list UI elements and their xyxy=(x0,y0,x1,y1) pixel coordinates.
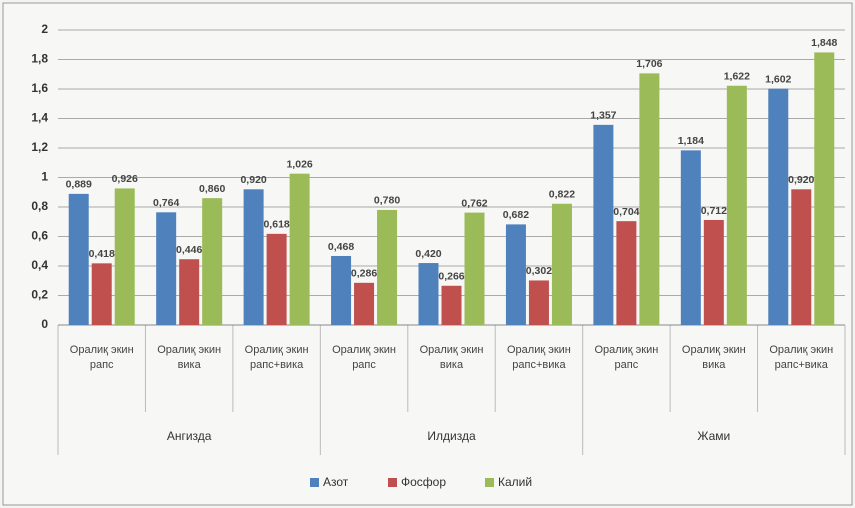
data-label: 0,762 xyxy=(461,197,487,209)
x-tick-label: Оралиқ экин вика xyxy=(419,344,484,371)
data-label: 0,618 xyxy=(263,219,289,231)
group-label: Жами xyxy=(697,429,730,443)
legend-label: Азот xyxy=(323,475,349,489)
bar xyxy=(616,221,637,325)
bar xyxy=(464,212,485,325)
bar xyxy=(814,52,835,326)
bar xyxy=(243,189,264,325)
group-label: Илдизда xyxy=(427,429,476,443)
y-tick-label: 0,8 xyxy=(31,199,48,213)
data-label: 1,602 xyxy=(765,73,791,85)
data-label: 0,286 xyxy=(351,268,377,280)
x-tick-label: Оралиқ экин вика xyxy=(681,344,746,371)
group-label: Ангизда xyxy=(167,429,212,443)
data-label: 1,026 xyxy=(286,158,312,170)
data-label: 1,184 xyxy=(678,135,704,147)
data-label: 0,704 xyxy=(613,206,639,218)
data-label: 1,848 xyxy=(811,37,837,49)
data-label: 0,420 xyxy=(415,248,441,260)
bar xyxy=(593,124,614,325)
data-label: 0,302 xyxy=(526,265,552,277)
bar xyxy=(68,193,89,325)
data-label: 0,682 xyxy=(503,209,529,221)
bar xyxy=(791,189,812,325)
bar xyxy=(91,263,112,325)
bar xyxy=(639,73,660,326)
bar xyxy=(703,219,724,325)
data-label: 0,712 xyxy=(701,205,727,217)
y-tick-label: 1,2 xyxy=(31,140,48,154)
data-label: 0,920 xyxy=(788,174,814,186)
data-label: 0,889 xyxy=(66,179,92,191)
bar xyxy=(551,203,572,325)
bar xyxy=(202,198,223,325)
bar xyxy=(418,263,439,325)
y-tick-label: 0,2 xyxy=(31,288,48,302)
y-tick-label: 0 xyxy=(41,317,48,331)
bar xyxy=(354,282,375,325)
data-label: 0,860 xyxy=(199,183,225,195)
bar xyxy=(266,233,287,325)
y-tick-label: 1,8 xyxy=(31,52,48,66)
data-label: 0,822 xyxy=(549,189,575,201)
x-tick-label: Оралиқ экин вика xyxy=(157,344,222,371)
data-label: 0,446 xyxy=(176,244,202,256)
x-tick-label: Оралиқ экин рапс xyxy=(332,344,396,371)
legend-swatch xyxy=(310,478,319,487)
legend-swatch xyxy=(485,478,494,487)
y-tick-label: 0,6 xyxy=(31,229,48,243)
data-label: 0,780 xyxy=(374,195,400,207)
bar xyxy=(156,212,177,325)
bar xyxy=(528,280,549,325)
legend-swatch xyxy=(388,478,397,487)
bar xyxy=(377,209,398,325)
y-tick-label: 0,4 xyxy=(31,258,48,272)
y-tick-label: 2 xyxy=(41,22,48,36)
data-label: 1,357 xyxy=(590,110,616,122)
data-label: 0,926 xyxy=(112,173,138,185)
data-label: 0,266 xyxy=(438,271,464,283)
data-label: 0,764 xyxy=(153,197,179,209)
data-label: 0,418 xyxy=(89,248,115,260)
bar xyxy=(114,188,135,325)
y-tick-label: 1 xyxy=(41,170,48,184)
data-label: 1,622 xyxy=(724,71,750,83)
bar xyxy=(331,255,352,325)
legend-label: Фосфор xyxy=(401,475,446,489)
bar xyxy=(505,224,526,325)
bar xyxy=(179,259,200,325)
y-tick-label: 1,4 xyxy=(31,111,48,125)
legend-label: Калий xyxy=(498,475,532,489)
data-label: 0,920 xyxy=(240,174,266,186)
bar xyxy=(768,88,789,325)
bar xyxy=(726,85,747,325)
data-label: 0,468 xyxy=(328,241,354,253)
bar xyxy=(289,173,310,325)
x-tick-label: Оралиқ экин рапс xyxy=(594,344,659,371)
bar xyxy=(441,285,462,325)
x-tick-label: Оралиқ экин рапс+вика xyxy=(244,344,309,371)
x-tick-label: Оралиқ экин рапс+вика xyxy=(769,344,834,371)
x-tick-label: Оралиқ экин рапс+вика xyxy=(507,344,571,371)
bar xyxy=(680,150,701,325)
data-label: 1,706 xyxy=(636,58,662,70)
y-tick-label: 1,6 xyxy=(31,81,48,95)
x-tick-label: Оралиқ экин рапс xyxy=(69,344,134,371)
